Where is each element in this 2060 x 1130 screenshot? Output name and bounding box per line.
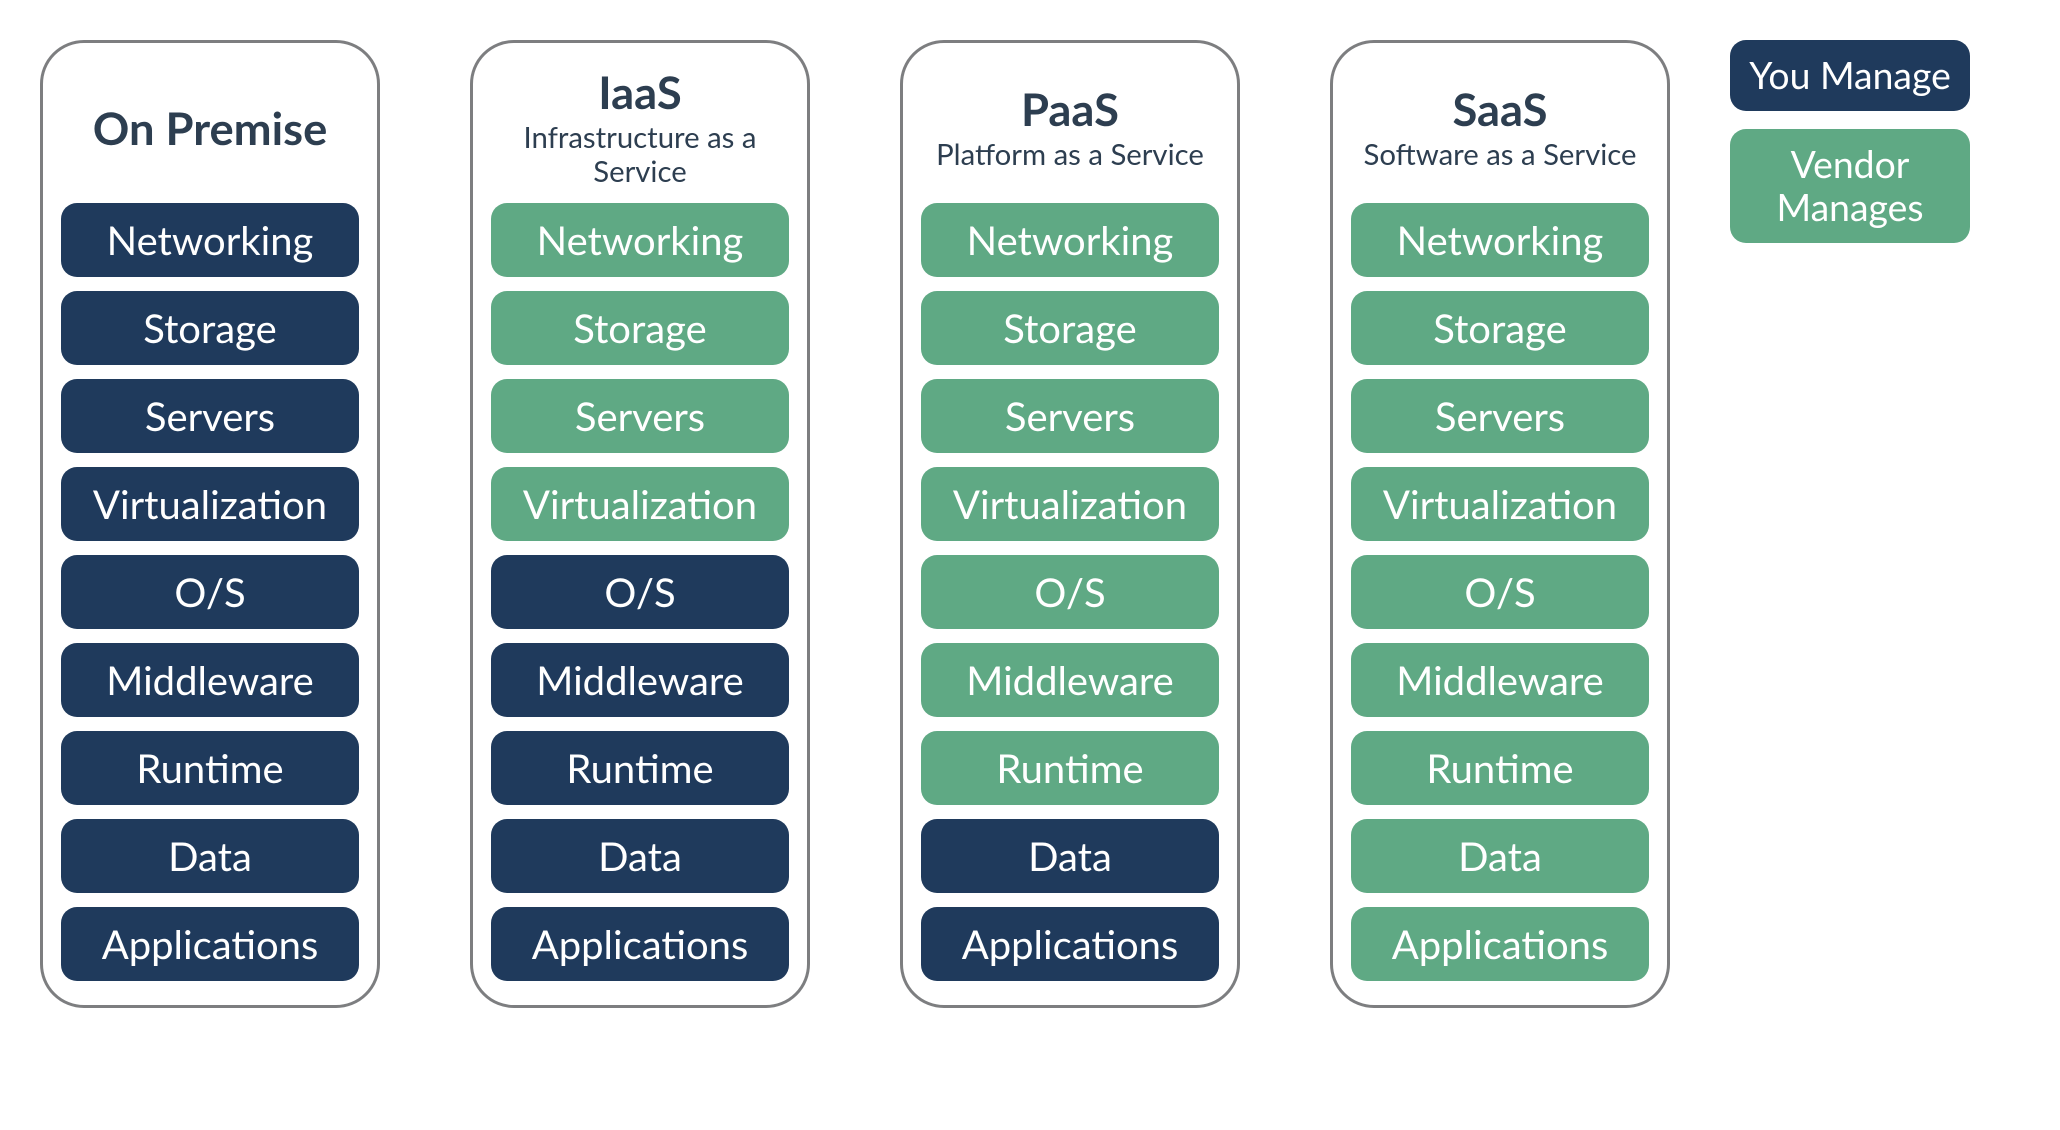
layer-cell: Runtime [491, 731, 789, 805]
layer-cell: Data [61, 819, 359, 893]
column-paas: PaaS Platform as a Service Networking St… [900, 40, 1240, 1008]
layer-cell: Networking [491, 203, 789, 277]
layer-cell: Applications [921, 907, 1219, 981]
layer-cell: Virtualization [1351, 467, 1649, 541]
column-on-premise: On Premise Networking Storage Servers Vi… [40, 40, 380, 1008]
column-subtitle: Software as a Service [1351, 138, 1649, 172]
layer-cell: Virtualization [921, 467, 1219, 541]
column-title: SaaS [1351, 84, 1649, 134]
layer-cell: Servers [61, 379, 359, 453]
legend-you-manage: You Manage [1730, 40, 1970, 111]
column-header: SaaS Software as a Service [1351, 63, 1649, 193]
layer-cell: Applications [61, 907, 359, 981]
layer-cell: Storage [1351, 291, 1649, 365]
layer-cell: Data [1351, 819, 1649, 893]
column-header: IaaS Infrastructure as a Service [491, 63, 789, 193]
layer-cell: Middleware [491, 643, 789, 717]
layer-cell: Servers [491, 379, 789, 453]
column-header: PaaS Platform as a Service [921, 63, 1219, 193]
columns-row: On Premise Networking Storage Servers Vi… [40, 40, 2020, 1008]
cloud-service-models-diagram: On Premise Networking Storage Servers Vi… [0, 0, 2060, 1130]
layer-cell: Runtime [1351, 731, 1649, 805]
layer-cell: Middleware [921, 643, 1219, 717]
layer-cell: Applications [491, 907, 789, 981]
layer-cell: Networking [61, 203, 359, 277]
layer-cell: Servers [1351, 379, 1649, 453]
column-subtitle: Platform as a Service [921, 138, 1219, 172]
layer-list: Networking Storage Servers Virtualizatio… [491, 203, 789, 981]
layer-list: Networking Storage Servers Virtualizatio… [921, 203, 1219, 981]
column-title: PaaS [921, 84, 1219, 134]
legend-vendor-manages: Vendor Manages [1730, 129, 1970, 243]
layer-cell: O/S [61, 555, 359, 629]
legend: You Manage Vendor Manages [1730, 40, 1970, 243]
column-iaas: IaaS Infrastructure as a Service Network… [470, 40, 810, 1008]
layer-list: Networking Storage Servers Virtualizatio… [61, 203, 359, 981]
layer-cell: Virtualization [491, 467, 789, 541]
layer-cell: Middleware [1351, 643, 1649, 717]
layer-cell: O/S [921, 555, 1219, 629]
layer-cell: Applications [1351, 907, 1649, 981]
column-title: On Premise [61, 103, 359, 153]
layer-cell: Storage [491, 291, 789, 365]
layer-list: Networking Storage Servers Virtualizatio… [1351, 203, 1649, 981]
layer-cell: Runtime [61, 731, 359, 805]
layer-cell: Networking [921, 203, 1219, 277]
layer-cell: Storage [61, 291, 359, 365]
layer-cell: Middleware [61, 643, 359, 717]
layer-cell: O/S [491, 555, 789, 629]
column-saas: SaaS Software as a Service Networking St… [1330, 40, 1670, 1008]
layer-cell: Servers [921, 379, 1219, 453]
layer-cell: Virtualization [61, 467, 359, 541]
layer-cell: Networking [1351, 203, 1649, 277]
column-subtitle: Infrastructure as a Service [491, 121, 789, 188]
layer-cell: Storage [921, 291, 1219, 365]
column-header: On Premise [61, 63, 359, 193]
layer-cell: O/S [1351, 555, 1649, 629]
layer-cell: Data [491, 819, 789, 893]
layer-cell: Data [921, 819, 1219, 893]
column-title: IaaS [491, 67, 789, 117]
layer-cell: Runtime [921, 731, 1219, 805]
